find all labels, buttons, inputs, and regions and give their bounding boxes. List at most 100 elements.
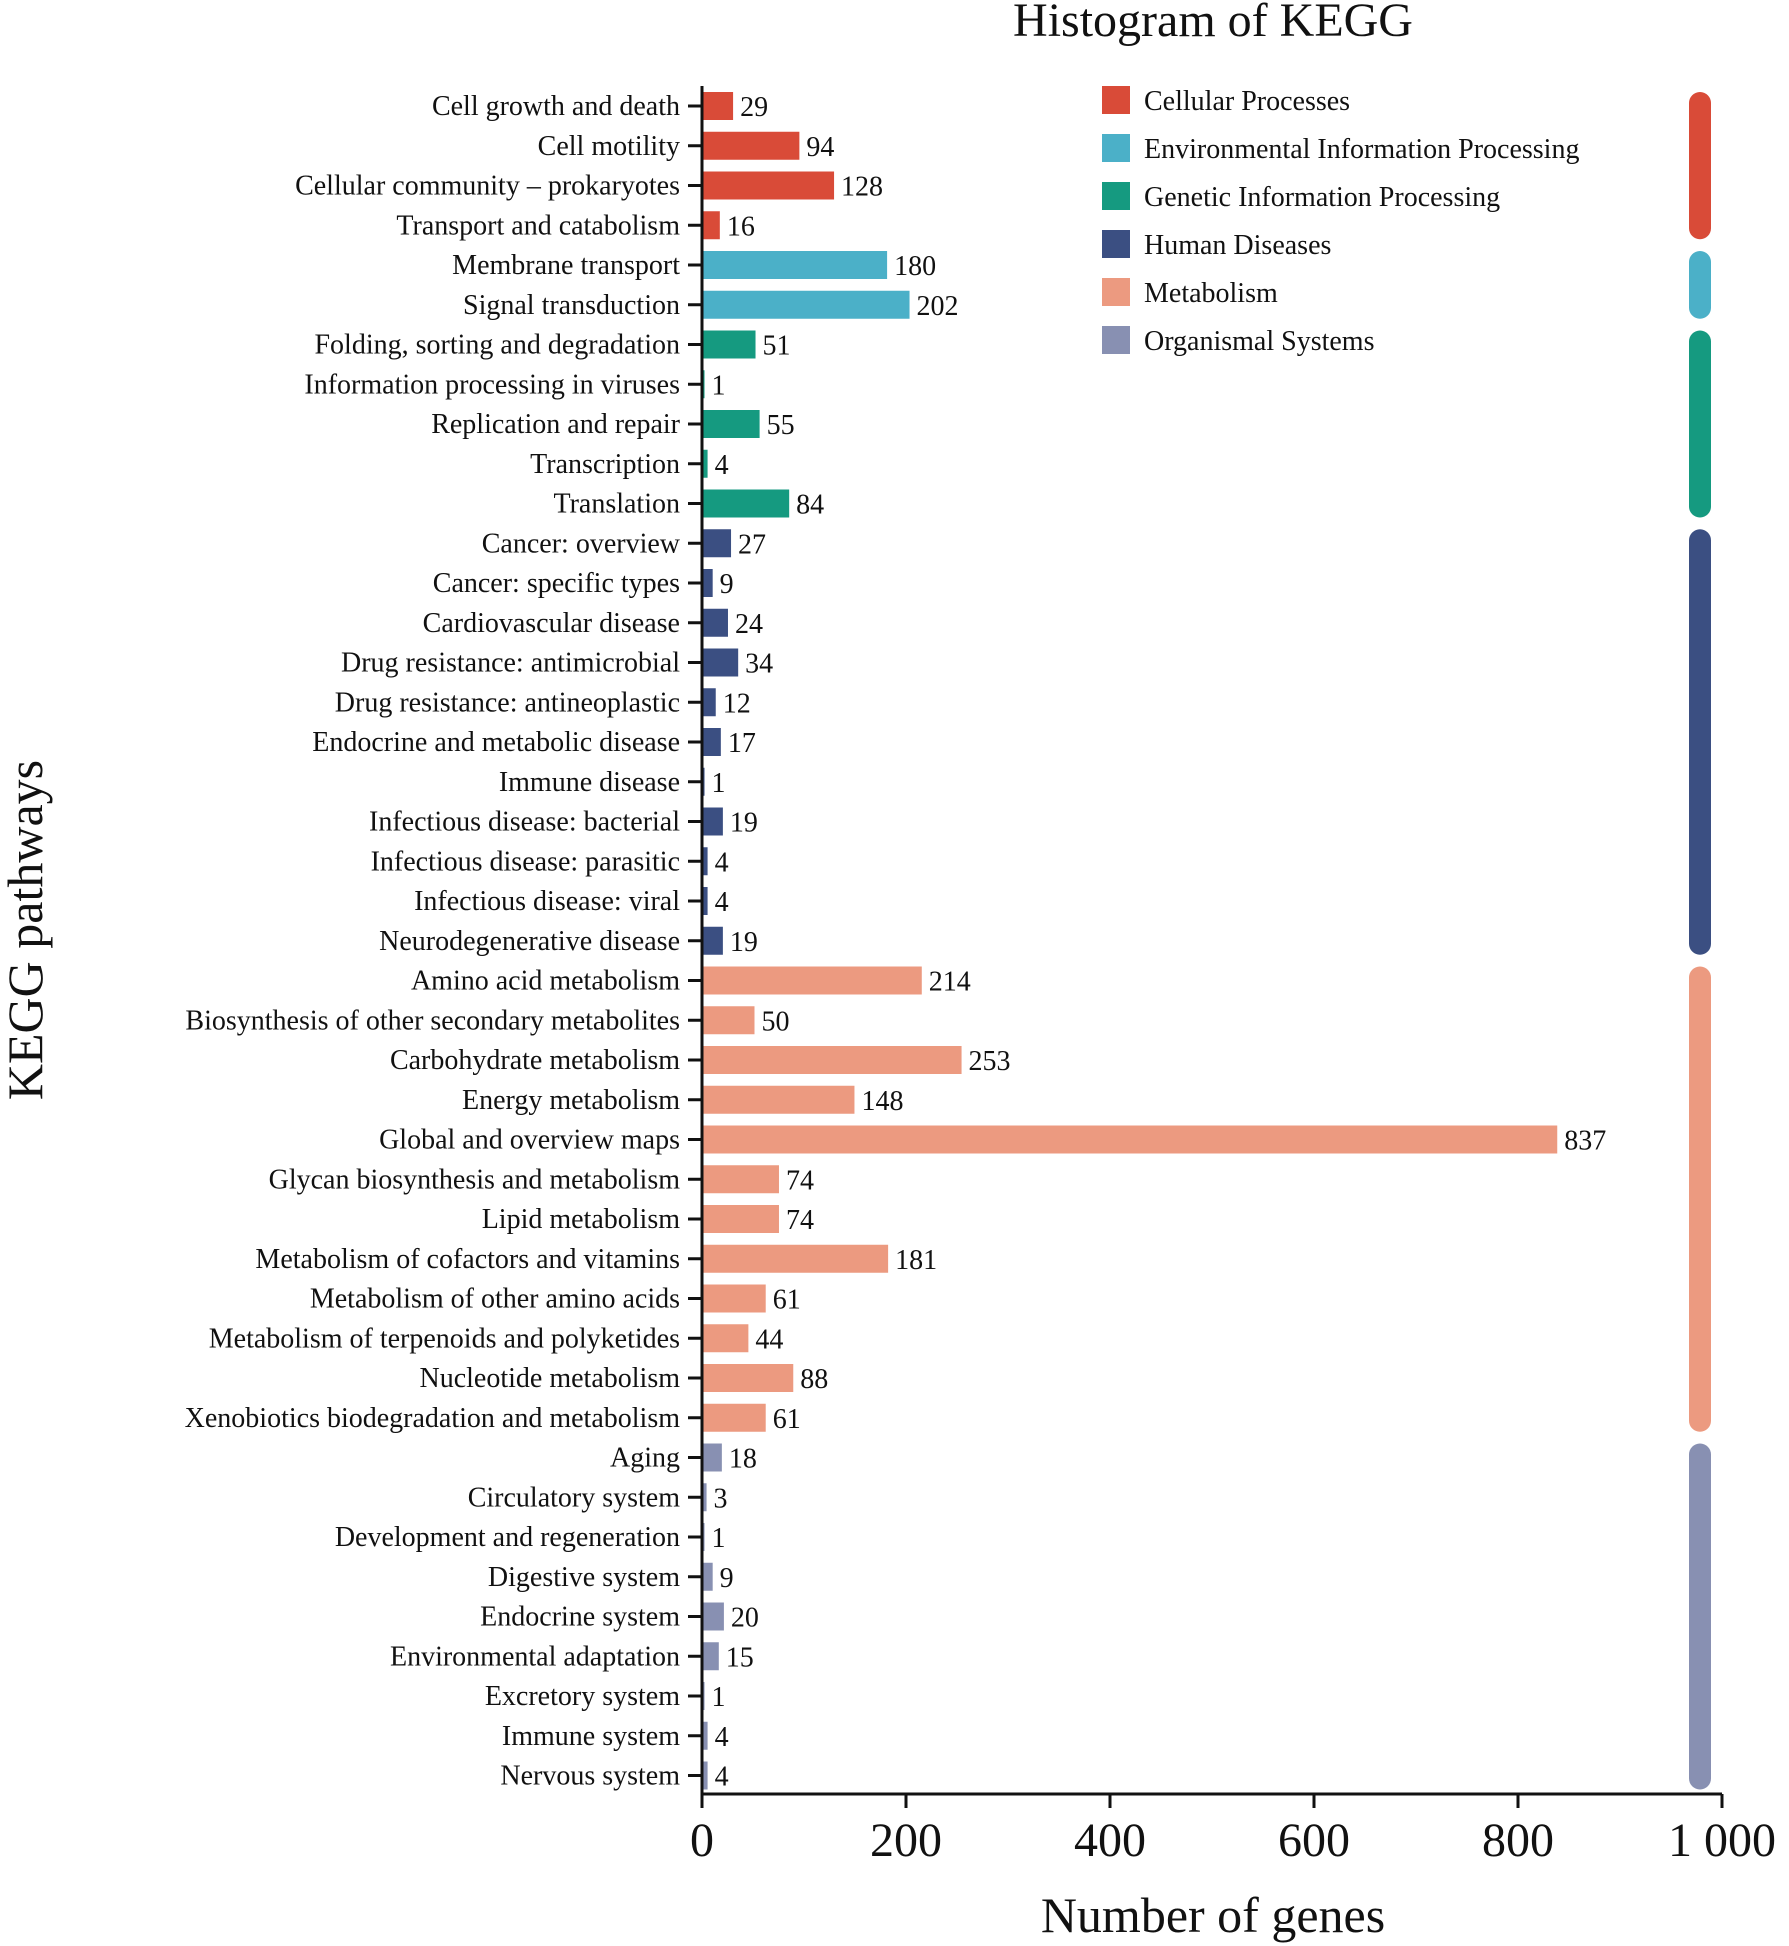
bar-value-label: 9: [720, 1563, 734, 1594]
category-label: Endocrine and metabolic disease: [312, 727, 680, 758]
category-label: Circulatory system: [468, 1482, 681, 1513]
bar-value-label: 4: [715, 1722, 729, 1753]
bar-value-label: 44: [755, 1324, 783, 1355]
bar: [703, 370, 705, 399]
legend-swatch: [1102, 86, 1130, 114]
bar: [703, 648, 739, 677]
bar-value-label: 55: [767, 410, 795, 441]
category-label: Metabolism of terpenoids and polyketides: [209, 1323, 680, 1354]
group-indicator-bar: [1689, 330, 1711, 518]
bar-value-label: 128: [841, 172, 883, 203]
category-label: Replication and repair: [431, 409, 680, 440]
bar-value-label: 4: [715, 1762, 729, 1793]
bar-value-label: 3: [714, 1483, 728, 1514]
bar: [703, 1443, 722, 1472]
bar-value-label: 9: [720, 569, 734, 600]
x-tick-label: 0: [690, 1814, 714, 1867]
category-label: Immune system: [502, 1721, 680, 1752]
bar-value-label: 181: [895, 1245, 937, 1276]
bar-value-label: 18: [729, 1444, 757, 1475]
category-label: Immune disease: [499, 767, 680, 798]
bar-value-label: 24: [735, 609, 763, 640]
bar: [703, 847, 708, 876]
bar: [703, 807, 723, 836]
value-labels: 2994128161802025115548427924341217119441…: [712, 92, 1607, 1793]
bar: [703, 688, 716, 717]
bar-value-label: 27: [738, 529, 766, 560]
group-indicator-bar: [1689, 251, 1711, 319]
bar-value-label: 16: [727, 211, 755, 242]
legend-swatch: [1102, 326, 1130, 354]
category-label: Infectious disease: bacterial: [369, 807, 680, 838]
category-label: Signal transduction: [463, 290, 680, 321]
bar-value-label: 1: [712, 1682, 726, 1713]
group-indicator-bar: [1689, 1443, 1711, 1790]
bar: [703, 887, 708, 915]
bar-value-label: 61: [773, 1404, 801, 1435]
category-label: Lipid metabolism: [482, 1204, 681, 1235]
bar-value-label: 20: [731, 1603, 759, 1634]
bar-value-label: 1: [712, 1523, 726, 1554]
bar: [703, 1642, 719, 1671]
legend-label: Genetic Information Processing: [1144, 182, 1500, 213]
bar: [703, 171, 835, 200]
category-label: Metabolism of cofactors and vitamins: [255, 1244, 680, 1275]
bar: [703, 1165, 779, 1194]
category-label: Amino acid metabolism: [411, 966, 680, 997]
group-indicator-bar: [1689, 92, 1711, 240]
bar: [703, 569, 713, 597]
bar: [703, 1602, 724, 1631]
bar: [703, 1682, 705, 1710]
y-axis-label: KEGG pathways: [0, 760, 53, 1100]
category-label: Translation: [553, 489, 680, 520]
bar-value-label: 61: [773, 1285, 801, 1316]
bar: [703, 410, 760, 438]
x-axis-label: Number of genes: [1041, 1887, 1385, 1943]
category-label: Environmental adaptation: [390, 1641, 680, 1672]
category-label: Neurodegenerative disease: [379, 926, 680, 957]
bar: [703, 1125, 1558, 1154]
bar-value-label: 214: [929, 967, 971, 998]
category-label: Xenobiotics biodegradation and metabolis…: [185, 1403, 681, 1434]
bar-value-label: 84: [796, 490, 824, 521]
bar-value-label: 202: [917, 291, 959, 322]
category-label: Digestive system: [488, 1562, 680, 1593]
category-label: Membrane transport: [452, 250, 680, 281]
bar: [703, 131, 800, 160]
category-label: Cellular community – prokaryotes: [295, 171, 680, 202]
bar-value-label: 74: [786, 1165, 814, 1196]
bar: [703, 1205, 779, 1233]
bar: [703, 1523, 705, 1551]
bar-value-label: 94: [806, 132, 834, 163]
bar-value-label: 12: [723, 688, 751, 719]
category-label: Infectious disease: viral: [414, 886, 680, 917]
bar: [703, 489, 790, 518]
bar-value-label: 51: [763, 331, 791, 362]
bar-value-label: 148: [861, 1086, 903, 1117]
bar-value-label: 50: [762, 1006, 790, 1037]
x-tick-label: 800: [1482, 1814, 1554, 1867]
category-label: Transcription: [530, 449, 680, 480]
bar: [703, 92, 734, 120]
legend-label: Cellular Processes: [1144, 86, 1350, 117]
axes: 0 200 400 600 800 1 000: [688, 86, 1776, 1867]
bar: [703, 211, 720, 240]
bar-value-label: 180: [894, 251, 936, 282]
category-label: Glycan biosynthesis and metabolism: [269, 1164, 681, 1195]
bar-value-label: 29: [740, 92, 768, 123]
bar: [703, 449, 708, 478]
category-label: Infectious disease: parasitic: [371, 846, 680, 877]
bar: [703, 529, 732, 558]
category-label: Excretory system: [485, 1681, 680, 1712]
bar: [703, 1244, 889, 1273]
legend-label: Environmental Information Processing: [1144, 134, 1579, 165]
bar-value-label: 19: [730, 808, 758, 839]
category-label: Endocrine system: [480, 1602, 680, 1633]
group-indicator-bar: [1689, 529, 1711, 955]
legend-label: Organismal Systems: [1144, 326, 1374, 357]
legend: Cellular Processes Environmental Informat…: [1102, 86, 1579, 357]
bar-value-label: 4: [715, 887, 729, 918]
category-label: Transport and catabolism: [396, 210, 680, 241]
group-indicator-bar: [1689, 966, 1711, 1432]
